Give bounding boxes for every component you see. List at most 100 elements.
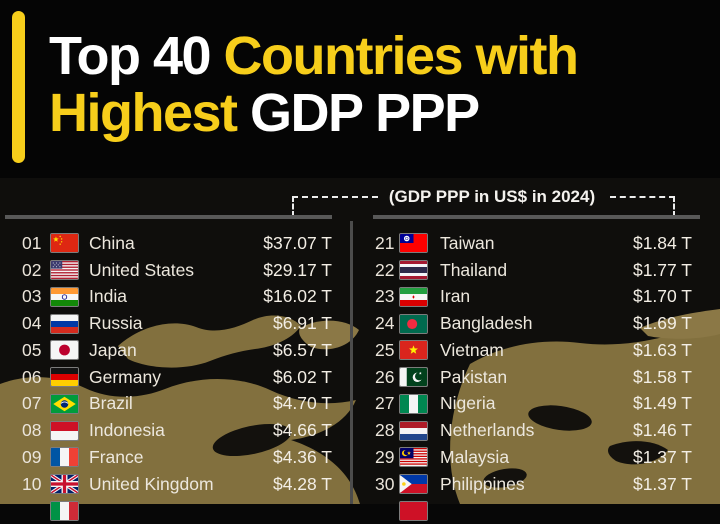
flag-icon-netherlands <box>399 421 428 441</box>
accent-bar <box>12 11 25 163</box>
country-name: Vietnam <box>440 340 633 361</box>
flag-icon-nigeria <box>399 394 428 414</box>
flag-icon-thailand <box>399 260 428 280</box>
country-name: Iran <box>440 286 633 307</box>
table-row: 28 Netherlands $1.46 T <box>352 417 720 444</box>
table-row: 08 Indonesia $4.66 T <box>0 417 352 444</box>
gdp-value: $1.69 T <box>633 313 692 334</box>
title-line1-yellow: Countries with <box>224 26 578 86</box>
country-name: Russia <box>89 313 273 334</box>
rank-label: 21 <box>375 233 399 254</box>
country-name: Taiwan <box>440 233 633 254</box>
subtitle: (GDP PPP in US$ in 2024) <box>376 187 608 207</box>
table-row: 10 United Kingdom $4.28 T <box>0 471 352 498</box>
flag-icon-japan <box>50 340 79 360</box>
gdp-value: $1.58 T <box>633 367 692 388</box>
country-name: Nigeria <box>440 393 633 414</box>
table-row: 27 Nigeria $1.49 T <box>352 391 720 418</box>
flag-icon-iran <box>399 287 428 307</box>
table-row: 21 Taiwan $1.84 T <box>352 230 720 257</box>
gdp-value: $1.84 T <box>633 233 692 254</box>
table-row: 23 Iran $1.70 T <box>352 284 720 311</box>
country-name: Germany <box>89 367 273 388</box>
flag-icon-united-kingdom <box>50 474 79 494</box>
title-line2-white: GDP PPP <box>250 83 479 143</box>
gdp-value: $6.02 T <box>273 367 332 388</box>
rank-label: 30 <box>375 474 399 495</box>
flag-icon-vietnam <box>399 340 428 360</box>
table-row <box>352 498 720 524</box>
dashed-bracket-right <box>610 196 675 217</box>
flag-icon-indonesia <box>50 421 79 441</box>
table-row: 02 United States $29.17 T <box>0 257 352 284</box>
flag-icon-brazil <box>50 394 79 414</box>
table-row: 22 Thailand $1.77 T <box>352 257 720 284</box>
rank-label: 23 <box>375 286 399 307</box>
table-row: 25 Vietnam $1.63 T <box>352 337 720 364</box>
country-name: India <box>89 286 263 307</box>
gdp-value: $4.66 T <box>273 420 332 441</box>
ranking-column-left: 01 China $37.07 T 02 United States $29.1… <box>0 230 352 524</box>
gdp-value: $1.63 T <box>633 340 692 361</box>
rank-label: 04 <box>22 313 50 334</box>
rank-label: 24 <box>375 313 399 334</box>
table-row <box>0 498 352 524</box>
gdp-value: $4.36 T <box>273 447 332 468</box>
title-line1-white: Top 40 <box>49 26 224 86</box>
page-title: Top 40 Countries with Highest GDP PPP <box>49 28 578 142</box>
flag-icon-germany <box>50 367 79 387</box>
country-name: China <box>89 233 263 254</box>
table-row: 04 Russia $6.91 T <box>0 310 352 337</box>
column-rule-right <box>373 215 700 219</box>
rank-label: 06 <box>22 367 50 388</box>
ranking-column-right: 21 Taiwan $1.84 T 22 Thailand $1.77 T 23… <box>352 230 720 524</box>
title-line2: Highest GDP PPP <box>49 85 578 142</box>
flag-icon-russia <box>50 314 79 334</box>
gdp-value: $29.17 T <box>263 260 332 281</box>
rank-label: 08 <box>22 420 50 441</box>
gdp-value: $6.57 T <box>273 340 332 361</box>
flag-icon-china <box>50 233 79 253</box>
column-rule-left <box>5 215 332 219</box>
flag-icon-malaysia <box>399 447 428 467</box>
country-name: France <box>89 447 273 468</box>
gdp-value: $6.91 T <box>273 313 332 334</box>
table-row: 07 Brazil $4.70 T <box>0 391 352 418</box>
gdp-value: $4.28 T <box>273 474 332 495</box>
table-row: 06 Germany $6.02 T <box>0 364 352 391</box>
country-name: Bangladesh <box>440 313 633 334</box>
flag-icon-taiwan <box>399 233 428 253</box>
gdp-value: $16.02 T <box>263 286 332 307</box>
gdp-value: $1.77 T <box>633 260 692 281</box>
table-row: 01 China $37.07 T <box>0 230 352 257</box>
rank-label: 05 <box>22 340 50 361</box>
country-name: Philippines <box>440 474 633 495</box>
flag-icon-pakistan <box>399 367 428 387</box>
gdp-value: $37.07 T <box>263 233 332 254</box>
country-name: Indonesia <box>89 420 273 441</box>
table-row: 09 France $4.36 T <box>0 444 352 471</box>
country-name: Brazil <box>89 393 273 414</box>
rank-label: 27 <box>375 393 399 414</box>
gdp-value: $4.70 T <box>273 393 332 414</box>
gdp-value: $1.49 T <box>633 393 692 414</box>
flag-icon-france <box>50 447 79 467</box>
rank-label: 01 <box>22 233 50 254</box>
table-row: 26 Pakistan $1.58 T <box>352 364 720 391</box>
infographic-page: { "header": { "title": { "line1_white": … <box>0 0 720 504</box>
rank-label: 26 <box>375 367 399 388</box>
gdp-value: $1.37 T <box>633 447 692 468</box>
header: Top 40 Countries with Highest GDP PPP <box>0 0 720 178</box>
rank-label: 03 <box>22 286 50 307</box>
country-name: Thailand <box>440 260 633 281</box>
rank-label: 10 <box>22 474 50 495</box>
country-name: United Kingdom <box>89 474 273 495</box>
table-row: 03 India $16.02 T <box>0 284 352 311</box>
rank-label: 29 <box>375 447 399 468</box>
country-name: United States <box>89 260 263 281</box>
flag-icon-philippines <box>399 474 428 494</box>
table-row: 30 Philippines $1.37 T <box>352 471 720 498</box>
rank-label: 02 <box>22 260 50 281</box>
rank-label: 09 <box>22 447 50 468</box>
rank-label: 25 <box>375 340 399 361</box>
